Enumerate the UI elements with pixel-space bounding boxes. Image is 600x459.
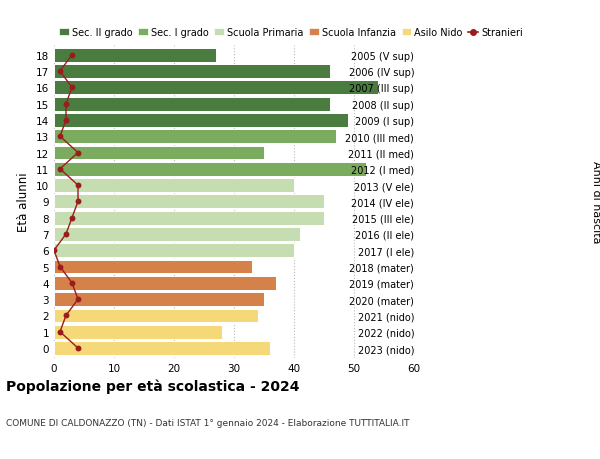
Point [67,214,77,222]
Text: Popolazione per età scolastica - 2024: Popolazione per età scolastica - 2024 [6,379,299,393]
Bar [54,292,264,307]
Point [67,280,77,287]
Bar [54,97,330,112]
Bar [54,260,252,274]
Point [55,133,65,140]
Point [55,68,65,76]
Bar [54,130,336,144]
Point [73,296,83,303]
Bar [54,228,300,241]
Point [61,101,71,108]
Bar [54,114,348,128]
Point [55,166,65,173]
Legend: Sec. II grado, Sec. I grado, Scuola Primaria, Scuola Infanzia, Asilo Nido, Stran: Sec. II grado, Sec. I grado, Scuola Prim… [59,28,523,38]
Point [61,312,71,319]
Bar [54,244,294,257]
Point [55,328,65,336]
Bar [54,325,222,339]
Bar [54,341,270,355]
Bar [54,309,258,323]
Point [55,263,65,271]
Point [73,150,83,157]
Point [61,231,71,238]
Bar [54,146,264,160]
Point [67,84,77,92]
Bar [54,162,366,176]
Bar [54,211,324,225]
Bar [54,81,378,95]
Point [61,117,71,124]
Bar [54,65,330,79]
Bar [54,276,276,290]
Point [73,345,83,352]
Point [67,52,77,59]
Bar [54,195,324,209]
Bar [54,49,216,62]
Point [49,247,59,254]
Text: COMUNE DI CALDONAZZO (TN) - Dati ISTAT 1° gennaio 2024 - Elaborazione TUTTITALIA: COMUNE DI CALDONAZZO (TN) - Dati ISTAT 1… [6,418,409,427]
Y-axis label: Età alunni: Età alunni [17,172,31,232]
Point [73,182,83,190]
Bar [54,179,294,193]
Point [73,198,83,206]
Text: Anni di nascita: Anni di nascita [591,161,600,243]
